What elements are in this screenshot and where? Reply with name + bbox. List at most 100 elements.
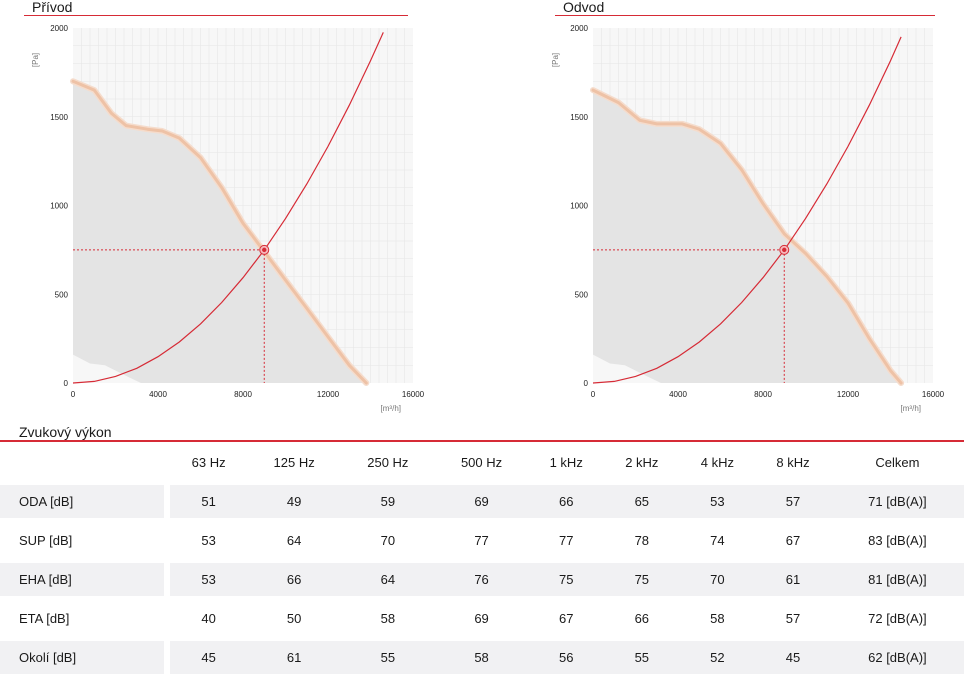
y-axis-unit: [Pa] [31,53,40,67]
table-cell: 61 [755,560,831,599]
table-header-cell: 500 Hz [460,455,503,470]
x-tick-label: 0 [71,390,76,399]
y-tick-label: 2000 [570,24,588,33]
system-curve-line [72,32,384,384]
table-header-cell: 1 kHz [549,455,583,470]
table-header-cell: 8 kHz [776,455,810,470]
sound-power-table: 63 Hz 125 Hz 250 Hz 500 Hz 1 kHz 2 kHz 4… [0,443,964,677]
table-cell: 66 [604,599,680,638]
table-cell: 49 [247,482,341,521]
table-row: EHA [dB] 53 66 64 76 75 75 70 61 81 [dB(A)] [0,560,964,599]
chart-title-privod: Přívod [32,0,73,15]
row-label: SUP [dB] [0,521,170,560]
row-label: ODA [dB] [0,482,170,521]
x-tick-label: 16000 [402,390,425,399]
table-cell: 76 [434,560,529,599]
table-cell: 70 [340,521,435,560]
chart-privod: 0 4000 8000 12000 16000 0 500 1000 1500 2000 [m³/h… [31,24,425,413]
shaded-cutout [593,354,661,383]
table-cell: 83 [dB(A)] [830,521,964,560]
table-cell: 62 [dB(A)] [830,638,964,677]
table-row: ETA [dB] 40 50 58 69 67 66 58 57 72 [dB(A)] [0,599,964,638]
table-cell: 78 [604,521,680,560]
table-header-cell: Celkem [875,455,920,470]
table-cell: 50 [247,599,341,638]
table-header-cell: 4 kHz [700,455,735,470]
x-tick-label: 0 [591,390,596,399]
table-cell: 45 [170,638,248,677]
table-header-cell: 125 Hz [273,455,315,470]
title-rule-odvod [555,15,935,16]
table-cell: 56 [528,638,605,677]
shaded-region [593,90,902,383]
table-cell: 57 [755,482,831,521]
table-cell: 66 [528,482,605,521]
y-tick-label: 500 [575,290,589,299]
table-cell: 77 [528,521,605,560]
y-tick-label: 1500 [50,113,68,122]
table-row: SUP [dB] 53 64 70 77 77 78 74 67 83 [dB(A)] [0,521,964,560]
row-label: ETA [dB] [0,599,170,638]
table-row: Okolí [dB] 45 61 55 58 56 55 52 45 62 [dB(A)] [0,638,964,677]
table-header-cell: 2 kHz [625,455,659,470]
section-rule [0,440,964,442]
x-tick-label: 8000 [234,390,252,399]
table-cell: 45 [755,638,831,677]
table-cell: 58 [679,599,756,638]
table-cell: 69 [434,482,529,521]
y-axis-unit: [Pa] [551,53,560,67]
y-tick-label: 2000 [50,24,68,33]
x-tick-label: 4000 [669,390,687,399]
table-header-cell: 250 Hz [367,455,409,470]
table-header-row: 63 Hz 125 Hz 250 Hz 500 Hz 1 kHz 2 kHz 4… [0,443,964,482]
table-cell: 53 [170,560,248,599]
table-cell: 66 [247,560,341,599]
table-cell: 81 [dB(A)] [830,560,964,599]
x-axis-unit: [m³/h] [901,404,921,413]
table-row: ODA [dB] 51 49 59 69 66 65 53 57 71 [dB(A)] [0,482,964,521]
table-header-cell [0,443,170,482]
table-cell: 67 [755,521,831,560]
shaded-region [73,81,367,384]
y-tick-label: 500 [55,290,69,299]
table-cell: 40 [170,599,248,638]
table-cell: 58 [340,599,435,638]
system-curve-line [592,36,902,384]
table-cell: 58 [434,638,529,677]
table-cell: 67 [528,599,605,638]
x-tick-label: 16000 [922,390,945,399]
table-cell: 51 [170,482,248,521]
table-cell: 69 [434,599,529,638]
table-cell: 64 [247,521,341,560]
table-cell: 55 [604,638,680,677]
fan-curve-line [591,88,903,385]
table-cell: 57 [755,599,831,638]
x-tick-label: 4000 [149,390,167,399]
table-cell: 65 [604,482,680,521]
operating-point [782,247,787,253]
chart-title-odvod: Odvod [563,0,605,15]
table-header-cell: 63 Hz [191,455,226,470]
table-cell: 53 [170,521,248,560]
title-rule-privod [24,15,408,16]
operating-point [262,247,267,253]
table-cell: 70 [679,560,756,599]
y-tick-label: 1000 [570,202,588,211]
chart-odvod: 0 4000 8000 12000 16000 0 500 1000 1500 2000 [m³/h… [551,24,945,413]
table-cell: 59 [340,482,435,521]
table-cell: 74 [679,521,756,560]
fan-curve-line [71,79,368,385]
y-tick-label: 0 [584,379,589,388]
y-tick-label: 1000 [50,202,68,211]
x-tick-label: 12000 [317,390,340,399]
table-cell: 64 [340,560,435,599]
table-cell: 77 [434,521,529,560]
x-tick-label: 8000 [754,390,772,399]
table-cell: 75 [528,560,605,599]
table-cell: 71 [dB(A)] [830,482,964,521]
y-tick-label: 0 [64,379,69,388]
x-tick-label: 12000 [837,390,860,399]
y-tick-label: 1500 [570,113,588,122]
section-title: Zvukový výkon [19,424,112,440]
table-cell: 52 [679,638,756,677]
